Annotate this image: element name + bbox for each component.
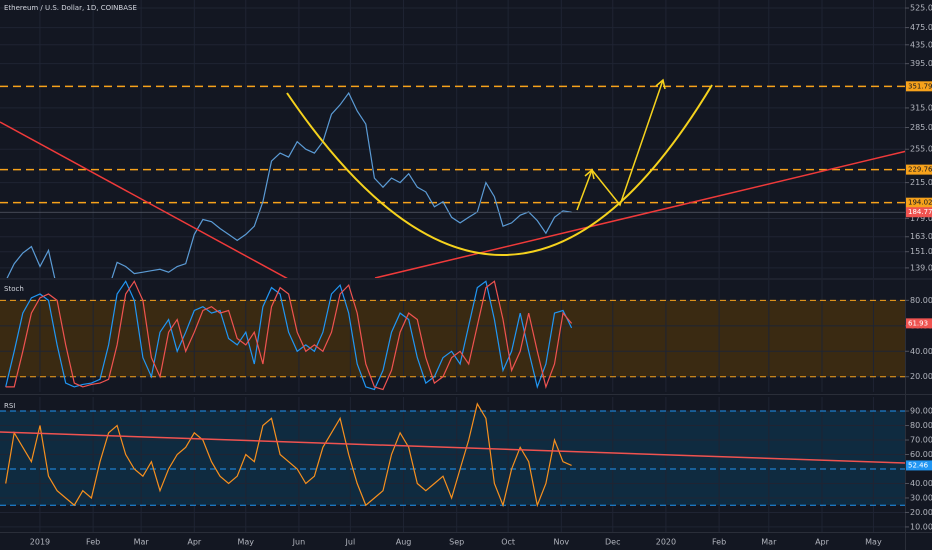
y-tick-label: 20.00 [910, 372, 932, 381]
trendline [0, 431, 905, 464]
y-tick-label: 20.00 [910, 508, 932, 517]
level-tag [906, 81, 932, 92]
series-line [5, 280, 573, 391]
y-tick-label: 435.00 [910, 40, 932, 49]
series-line [5, 402, 572, 508]
label-layer: 525.00 475.00 435.00 395.00 315.00 285.00 255.… [4, 4, 932, 547]
x-tick-label: Dec [605, 538, 620, 547]
x-tick-label: Sep [449, 538, 464, 547]
panel-title: Stoch [4, 285, 24, 293]
x-tick-label: May [237, 538, 254, 547]
last-value-label: 184.77 [908, 208, 932, 216]
last-value-label: 52.46 [908, 461, 929, 469]
y-tick-label: 60.00 [910, 450, 932, 459]
series-line [5, 280, 573, 391]
y-tick-label: 525.00 [910, 4, 932, 13]
x-tick-label: Apr [815, 538, 830, 547]
arrow-head [655, 78, 666, 90]
level-tag-label: 229.76 [908, 166, 932, 174]
x-tick-label: 2020 [656, 538, 676, 547]
y-tick-label: 179.00 [910, 214, 932, 223]
y-tick-label: 90.00 [910, 407, 932, 416]
y-tick-label: 80.00 [910, 421, 932, 430]
x-tick-label: Aug [396, 538, 412, 547]
panel [0, 0, 905, 278]
x-tick-label: Mar [134, 538, 150, 547]
x-tick-label: Jun [292, 538, 306, 547]
y-tick-label: 40.00 [910, 479, 932, 488]
rsi-drawings [0, 431, 905, 464]
panel-title: RSI [4, 402, 15, 410]
x-tick-label: Apr [187, 538, 202, 547]
x-tick-label: Jul [345, 538, 356, 547]
y-tick-label: 475.00 [910, 23, 932, 32]
y-tick-label: 151.00 [910, 247, 932, 256]
level-tag-label: 351.79 [908, 82, 932, 90]
x-tick-label: Mar [761, 538, 777, 547]
price-drawings [0, 78, 905, 278]
x-tick-label: Feb [712, 538, 726, 547]
trendline [0, 121, 288, 278]
level-tag [906, 197, 932, 208]
y-tick-label: 80.00 [910, 296, 932, 305]
y-tick-label: 215.00 [910, 178, 932, 187]
panel-title: Ethereum / U.S. Dollar, 1D, COINBASE [4, 4, 137, 12]
y-tick-label: 255.00 [910, 145, 932, 154]
last-value-tag [906, 460, 932, 471]
last-value-tag [906, 318, 932, 329]
y-tick-label: 40.00 [910, 347, 932, 356]
x-tick-label: Nov [554, 538, 570, 547]
x-tick-label: 2019 [30, 538, 50, 547]
x-tick-label: May [865, 538, 882, 547]
y-tick-label: 10.00 [910, 522, 932, 531]
y-tick-label: 285.00 [910, 123, 932, 132]
projection-arrows [576, 79, 664, 211]
y-tick-label: 395.00 [910, 59, 932, 68]
y-tick-label: 139.00 [910, 263, 932, 272]
band-fill [0, 300, 905, 377]
y-tick-label: 30.00 [910, 493, 932, 502]
y-tick-label: 70.00 [910, 436, 932, 445]
y-tick-label: 315.00 [910, 103, 932, 112]
x-tick-label: Oct [501, 538, 515, 547]
panel [0, 280, 905, 392]
x-tick-label: Feb [86, 538, 100, 547]
arrow-head [584, 168, 595, 180]
y-tick-label: 163.00 [910, 232, 932, 241]
level-tag-label: 194.02 [908, 199, 932, 207]
cup-curve [286, 84, 713, 256]
trendline [374, 150, 905, 278]
level-tag [906, 164, 932, 175]
last-value-tag [906, 207, 932, 218]
last-value-label: 61.93 [908, 319, 928, 327]
